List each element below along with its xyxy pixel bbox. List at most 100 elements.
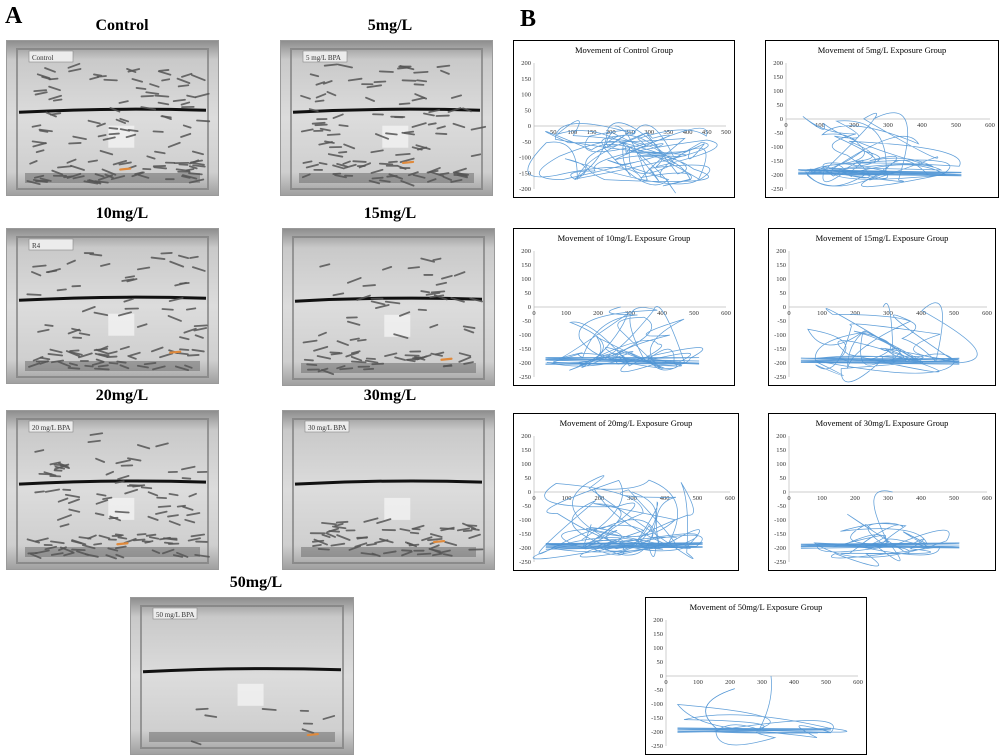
- y-tick-label: -50: [777, 503, 786, 510]
- x-tick-label: 500: [821, 679, 831, 686]
- y-tick-label: 200: [776, 248, 786, 255]
- movement-trajectory: [807, 302, 978, 383]
- photo-label-10mg: 10mg/L: [95, 205, 149, 222]
- y-tick-label: -200: [774, 545, 786, 552]
- y-tick-label: -100: [651, 701, 663, 708]
- x-tick-label: 200: [850, 310, 860, 317]
- photo-label-control: Control: [95, 17, 149, 34]
- movement-bottom-band: [800, 542, 960, 549]
- x-tick-label: 300: [644, 129, 654, 136]
- y-tick-label: 100: [776, 461, 786, 468]
- tank-photo-15mg: [282, 228, 495, 386]
- y-tick-label: -150: [771, 158, 783, 165]
- x-tick-label: 0: [784, 122, 787, 129]
- y-tick-label: 150: [521, 447, 531, 454]
- movement-bottom-band: [677, 727, 832, 734]
- x-tick-label: 400: [683, 129, 693, 136]
- movement-bottom-band: [798, 169, 962, 177]
- chart-control: Movement of Control Group 200 150 100 50 0 -50…: [513, 40, 735, 198]
- svg-text:Control: Control: [32, 54, 53, 62]
- y-tick-label: 200: [521, 60, 531, 67]
- chart-title: Movement of 50mg/L Exposure Group: [690, 602, 823, 612]
- y-tick-label: -250: [519, 559, 531, 566]
- x-tick-label: 100: [568, 129, 578, 136]
- x-tick-label: 0: [532, 310, 535, 317]
- y-tick-label: -50: [522, 139, 531, 146]
- y-tick-label: 50: [525, 107, 532, 114]
- y-tick-label: 150: [776, 262, 786, 269]
- tank-photo-20mg: 20 mg/L BPA: [6, 410, 219, 570]
- x-tick-label: 100: [817, 495, 827, 502]
- x-tick-label: 200: [594, 495, 604, 502]
- chart-title: Movement of 15mg/L Exposure Group: [816, 233, 949, 243]
- y-tick-label: 200: [521, 433, 531, 440]
- y-tick-label: 50: [777, 102, 784, 109]
- tank-photo-5mg: 5 mg/L BPA: [280, 40, 493, 196]
- x-tick-label: 500: [692, 495, 702, 502]
- svg-text:50 mg/L BPA: 50 mg/L BPA: [156, 611, 194, 619]
- y-tick-label: -250: [519, 374, 531, 381]
- x-tick-label: 600: [853, 679, 863, 686]
- x-tick-label: 50: [550, 129, 557, 136]
- chart-5mg: Movement of 5mg/L Exposure Group 200 150 10…: [765, 40, 999, 198]
- x-tick-label: 0: [787, 495, 790, 502]
- y-tick-label: -150: [519, 346, 531, 353]
- y-tick-label: -200: [774, 360, 786, 367]
- tank-photo-30mg: 30 mg/L BPA: [282, 410, 495, 570]
- x-tick-label: 500: [951, 122, 961, 129]
- x-tick-label: 500: [721, 129, 731, 136]
- chart-title: Movement of 5mg/L Exposure Group: [818, 45, 947, 55]
- x-tick-label: 600: [725, 495, 735, 502]
- y-tick-label: -50: [774, 130, 783, 137]
- y-tick-label: -250: [771, 186, 783, 193]
- x-tick-label: 100: [561, 310, 571, 317]
- x-tick-label: 400: [657, 310, 667, 317]
- y-tick-label: 150: [521, 76, 531, 83]
- y-tick-label: -50: [522, 503, 531, 510]
- y-tick-label: 100: [521, 92, 531, 99]
- movement-trajectory: [532, 475, 703, 560]
- photo-label-5mg: 5mg/L: [367, 17, 413, 34]
- y-tick-label: 0: [660, 673, 663, 680]
- y-tick-label: 0: [528, 123, 531, 130]
- y-tick-label: 50: [525, 475, 532, 482]
- x-tick-label: 400: [789, 679, 799, 686]
- y-tick-label: -100: [519, 332, 531, 339]
- x-tick-label: 400: [916, 495, 926, 502]
- chart-title: Movement of Control Group: [575, 45, 673, 55]
- y-tick-label: 0: [528, 304, 531, 311]
- y-tick-label: -100: [519, 517, 531, 524]
- panel-letter-a: A: [5, 3, 23, 29]
- y-tick-label: 200: [773, 60, 783, 67]
- movement-excursion: [705, 688, 735, 730]
- y-tick-label: 200: [776, 433, 786, 440]
- chart-50mg: Movement of 50mg/L Exposure Group 200 150 1…: [645, 597, 867, 755]
- y-tick-label: 100: [521, 461, 531, 468]
- tank-photo-50mg: 50 mg/L BPA: [130, 597, 354, 755]
- svg-text:30 mg/L BPA: 30 mg/L BPA: [308, 424, 346, 432]
- y-tick-label: -250: [774, 374, 786, 381]
- chart-30mg: Movement of 30mg/L Exposure Group 200 150 1…: [768, 413, 996, 571]
- svg-text:R4: R4: [32, 242, 41, 250]
- x-tick-label: 300: [757, 679, 767, 686]
- x-tick-label: 200: [725, 679, 735, 686]
- y-tick-label: 50: [525, 290, 532, 297]
- x-tick-label: 200: [593, 310, 603, 317]
- svg-text:5 mg/L BPA: 5 mg/L BPA: [306, 54, 341, 62]
- y-tick-label: 100: [653, 645, 663, 652]
- x-tick-label: 300: [883, 310, 893, 317]
- x-tick-label: 200: [850, 495, 860, 502]
- y-tick-label: 150: [776, 447, 786, 454]
- x-tick-label: 150: [587, 129, 597, 136]
- y-tick-label: 100: [521, 276, 531, 283]
- tank-photo-10mg: R4: [6, 228, 219, 384]
- y-tick-label: -150: [519, 170, 531, 177]
- y-tick-label: 0: [783, 304, 786, 311]
- x-tick-label: 300: [625, 310, 635, 317]
- tank-photo-control: Control: [6, 40, 219, 196]
- x-tick-label: 300: [883, 122, 893, 129]
- x-tick-label: 500: [689, 310, 699, 317]
- y-tick-label: 200: [653, 617, 663, 624]
- x-tick-label: 300: [883, 495, 893, 502]
- movement-bottom-band: [545, 357, 700, 365]
